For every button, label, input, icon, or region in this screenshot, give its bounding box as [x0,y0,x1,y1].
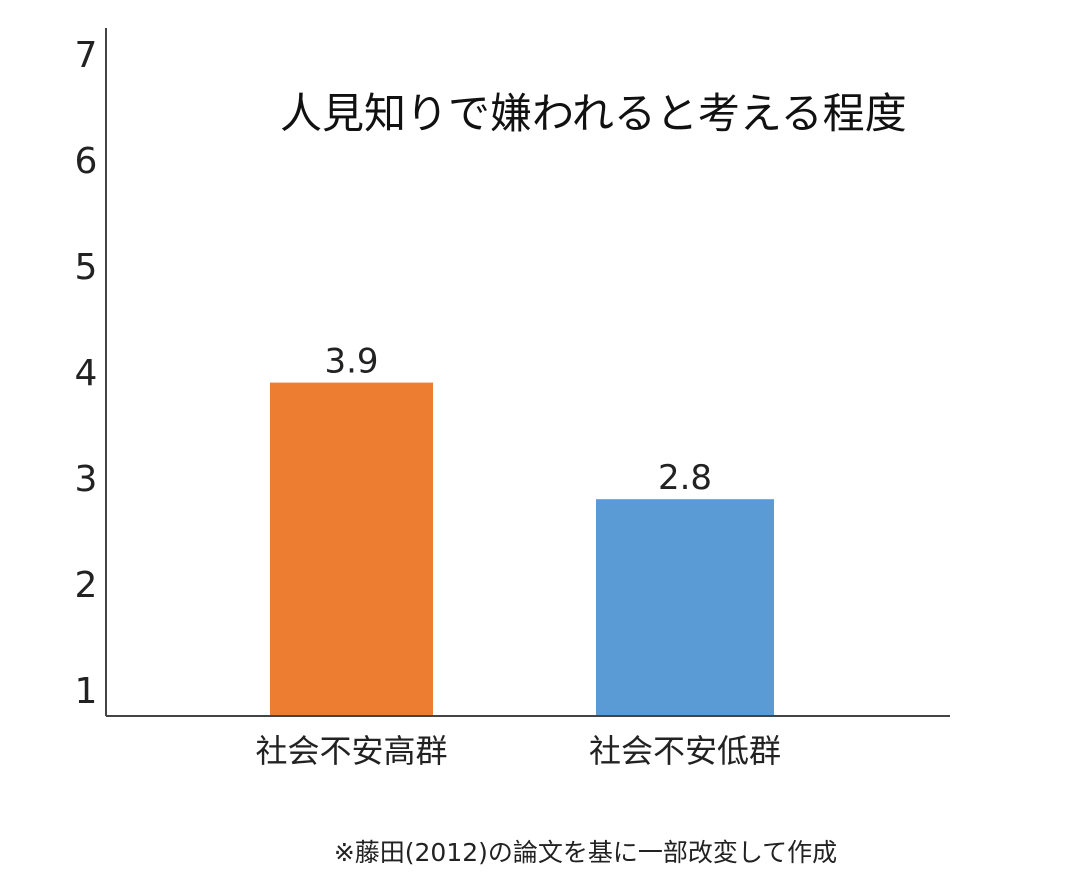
y-tick-label: 1 [75,671,98,712]
y-tick-label: 2 [75,565,98,606]
bar [270,382,433,716]
bar-value-label: 3.9 [324,342,378,382]
bar-value-label: 2.8 [658,458,712,498]
chart-title: 人見知りで嫌われると考える程度 [280,89,907,138]
source-footnote: ※藤田(2012)の論文を基に一部改変して作成 [333,838,838,867]
y-tick-label: 5 [75,247,98,288]
y-tick-label: 7 [75,35,98,76]
category-labels: 社会不安高群 社会不安低群 [255,732,781,770]
category-label: 社会不安低群 [589,732,781,770]
category-label: 社会不安高群 [255,732,447,770]
y-tick-label: 3 [75,459,98,500]
bars [270,382,774,716]
y-tick-label: 4 [75,353,98,394]
y-tick-label: 6 [75,141,98,182]
value-labels: 3.9 2.8 [324,342,712,499]
y-axis-ticks: 1 2 3 4 5 6 7 [75,35,98,712]
bar [596,499,774,716]
